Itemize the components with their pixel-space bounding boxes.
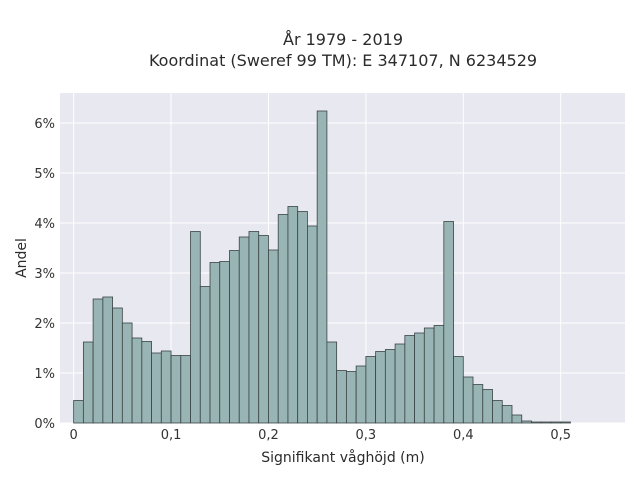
histogram-bar [219,261,230,424]
x-tick-label: 0,2 [258,428,279,443]
histogram-bar [268,249,279,424]
histogram-bar [355,365,367,424]
histogram-bar [375,351,386,424]
y-tick-label: 2% [34,317,55,332]
histogram-bar [141,341,152,424]
y-tick-label: 3% [34,267,55,282]
histogram-bar [550,421,562,424]
histogram-bar [560,421,571,424]
histogram-bar [151,352,162,424]
histogram-bar [307,225,318,424]
x-axis-label: Signifikant våghöjd (m) [261,449,424,466]
histogram-bar [73,400,84,424]
x-tick-label: 0,1 [161,428,182,443]
histogram-bar [102,296,114,424]
histogram-bar [121,322,133,424]
histogram-bar [160,350,172,424]
histogram-bar [190,231,201,424]
histogram-bar [199,286,211,424]
histogram-bar [384,349,396,424]
x-axis-ticks: 0 0,1 0,2 0,3 0,4 0,5 [69,428,571,443]
histogram-bar [209,262,221,424]
histogram-bar [365,356,377,424]
histogram-bar [404,335,415,424]
histogram-bar [92,298,104,424]
histogram-bar [238,236,250,424]
histogram-bar [170,355,182,424]
histogram-bar [316,110,328,424]
histogram-bar [277,214,289,424]
histogram-bar [112,307,123,424]
histogram-bar [287,206,299,424]
x-tick-label: 0,5 [550,428,571,443]
histogram-bar [180,355,191,424]
y-tick-label: 5% [34,167,55,182]
histogram-bar [540,421,552,424]
histogram-bar [82,341,94,424]
histogram-bar [511,414,523,424]
x-tick-label: 0 [69,428,77,443]
x-tick-label: 0,3 [356,428,377,443]
histogram-bar [423,327,435,424]
histogram-bar [443,221,454,424]
histogram-bar [394,343,406,424]
histogram-bar [453,356,464,424]
histogram-bar [531,421,542,424]
histogram-bar [229,250,240,424]
y-axis-ticks: 0% 1% 2% 3% 4% 5% 6% [34,117,55,432]
histogram-bar [414,332,425,424]
histogram-bar [501,405,513,424]
histogram-bar [472,384,484,424]
y-axis-label: Andel [14,238,30,278]
histogram-bar [433,325,445,424]
histogram-bar [131,337,143,424]
histogram-bar [297,211,308,424]
y-tick-label: 1% [34,367,55,382]
x-tick-label: 0,4 [453,428,474,443]
y-tick-label: 6% [34,117,55,132]
histogram-bar [482,389,493,424]
histogram-bar [248,231,260,424]
histogram-bar [492,400,503,424]
y-tick-label: 0% [34,417,55,432]
y-tick-label: 4% [34,217,55,232]
histogram-bar [258,235,269,424]
chart-title-line1: År 1979 - 2019 [283,30,403,49]
histogram-bar [326,341,338,424]
chart-title-line2: Koordinat (Sweref 99 TM): E 347107, N 62… [149,51,537,70]
histogram-bar [521,420,532,424]
histogram-bar [462,376,474,424]
histogram-bar [345,371,357,424]
histogram-bar [336,370,347,424]
histogram-bars [73,110,571,424]
